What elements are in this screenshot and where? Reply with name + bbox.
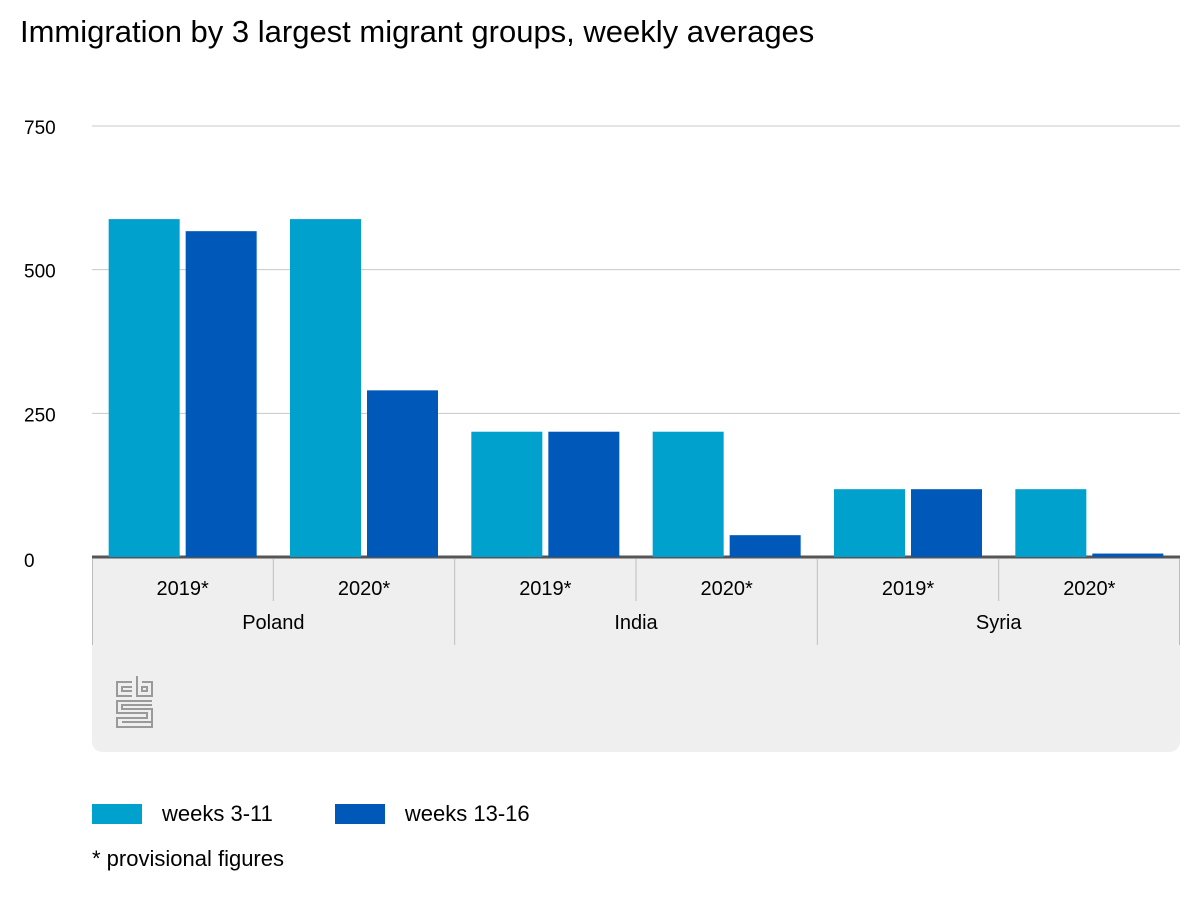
- bar: [185, 231, 257, 557]
- footnote: * provisional figures: [92, 846, 284, 871]
- bar: [367, 390, 438, 557]
- x-axis-panel-bg: [92, 557, 1180, 752]
- bar: [108, 219, 180, 557]
- cbs-logo-icon: [116, 676, 153, 728]
- y-tick-label: 0: [24, 551, 35, 572]
- y-axis-ticks: 0 250 500 750: [24, 118, 56, 572]
- bars: [108, 219, 1164, 557]
- legend-item-weeks-3-11: weeks 3-11: [92, 801, 273, 827]
- x-category-label: 2019*: [519, 578, 571, 600]
- legend-label: weeks 13-16: [404, 801, 530, 826]
- x-category-label: 2019*: [157, 578, 209, 600]
- legend-swatch: [334, 804, 385, 824]
- bar-chart: 0 250 500 750 2019* 2020* Poland 2019* 2020* Ind…: [24, 118, 1180, 752]
- x-group-label: Poland: [242, 612, 304, 634]
- chart-title: Immigration by 3 largest migrant groups,…: [20, 14, 815, 49]
- bar: [911, 489, 982, 557]
- x-axis-labels: 2019* 2020* Poland 2019* 2020* India 2019* 2020…: [92, 559, 1180, 645]
- x-category-label: 2020*: [1063, 578, 1115, 600]
- bar: [1092, 553, 1164, 557]
- bar: [652, 431, 724, 557]
- legend-label: weeks 3-11: [162, 801, 273, 826]
- bar: [729, 535, 801, 557]
- y-tick-label: 250: [24, 405, 56, 426]
- x-axis-panel: [92, 555, 1180, 752]
- x-category-label: 2020*: [338, 578, 390, 600]
- bar: [1015, 489, 1087, 557]
- bar: [290, 219, 361, 557]
- x-category-label: 2019*: [882, 578, 934, 600]
- bar: [548, 431, 620, 557]
- x-group-label: Syria: [976, 612, 1022, 634]
- bar: [834, 489, 905, 557]
- legend-swatch: [92, 804, 142, 824]
- y-tick-label: 750: [24, 118, 56, 139]
- x-group-label: India: [614, 612, 658, 634]
- legend-item-weeks-13-16: weeks 13-16: [334, 801, 530, 827]
- bar: [471, 431, 543, 557]
- legend: weeks 3-11 weeks 13-16: [92, 801, 592, 827]
- y-tick-label: 500: [24, 262, 56, 283]
- gridlines: [92, 125, 1180, 414]
- x-category-label: 2020*: [701, 578, 753, 600]
